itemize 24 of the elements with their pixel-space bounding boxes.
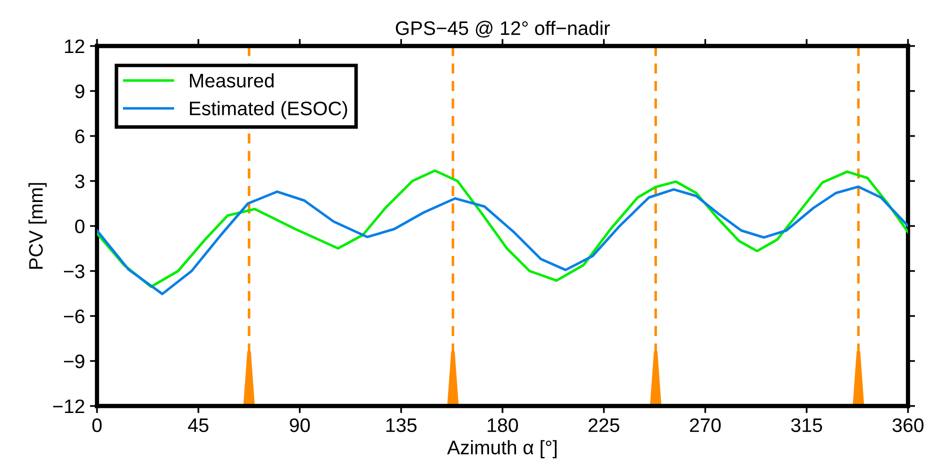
y-tick-label: 9 <box>75 84 84 98</box>
y-tick-label: 12 <box>65 39 84 54</box>
y-tick-label: −12 <box>53 399 84 414</box>
y-tick-label: −9 <box>64 354 84 368</box>
y-tick-label: 0 <box>75 219 84 234</box>
x-tick-label: 270 <box>690 418 721 432</box>
x-tick-label: 180 <box>488 418 518 432</box>
x-tick-label: 45 <box>188 418 208 432</box>
chart-title: GPS−45 @ 12° off−nadir <box>396 20 610 38</box>
x-axis-title: Azimuth α [°] <box>447 440 557 458</box>
legend-label: Measured <box>190 73 274 88</box>
legend-label: Estimated (ESOC) <box>190 101 348 120</box>
y-tick-label: 3 <box>75 174 84 188</box>
y-tick-label: 6 <box>75 129 84 144</box>
x-tick-label: 0 <box>92 418 102 432</box>
line-series <box>97 185 908 296</box>
x-tick-label: 90 <box>290 418 310 432</box>
y-tick-label: −3 <box>64 264 84 278</box>
x-tick-label: 315 <box>791 418 822 432</box>
y-tick-label: −6 <box>64 309 84 324</box>
x-tick-label: 225 <box>588 418 620 432</box>
x-tick-label: 135 <box>386 418 417 432</box>
y-axis-title: PCV [mm] <box>28 183 47 269</box>
x-tick-label: 360 <box>892 418 924 432</box>
